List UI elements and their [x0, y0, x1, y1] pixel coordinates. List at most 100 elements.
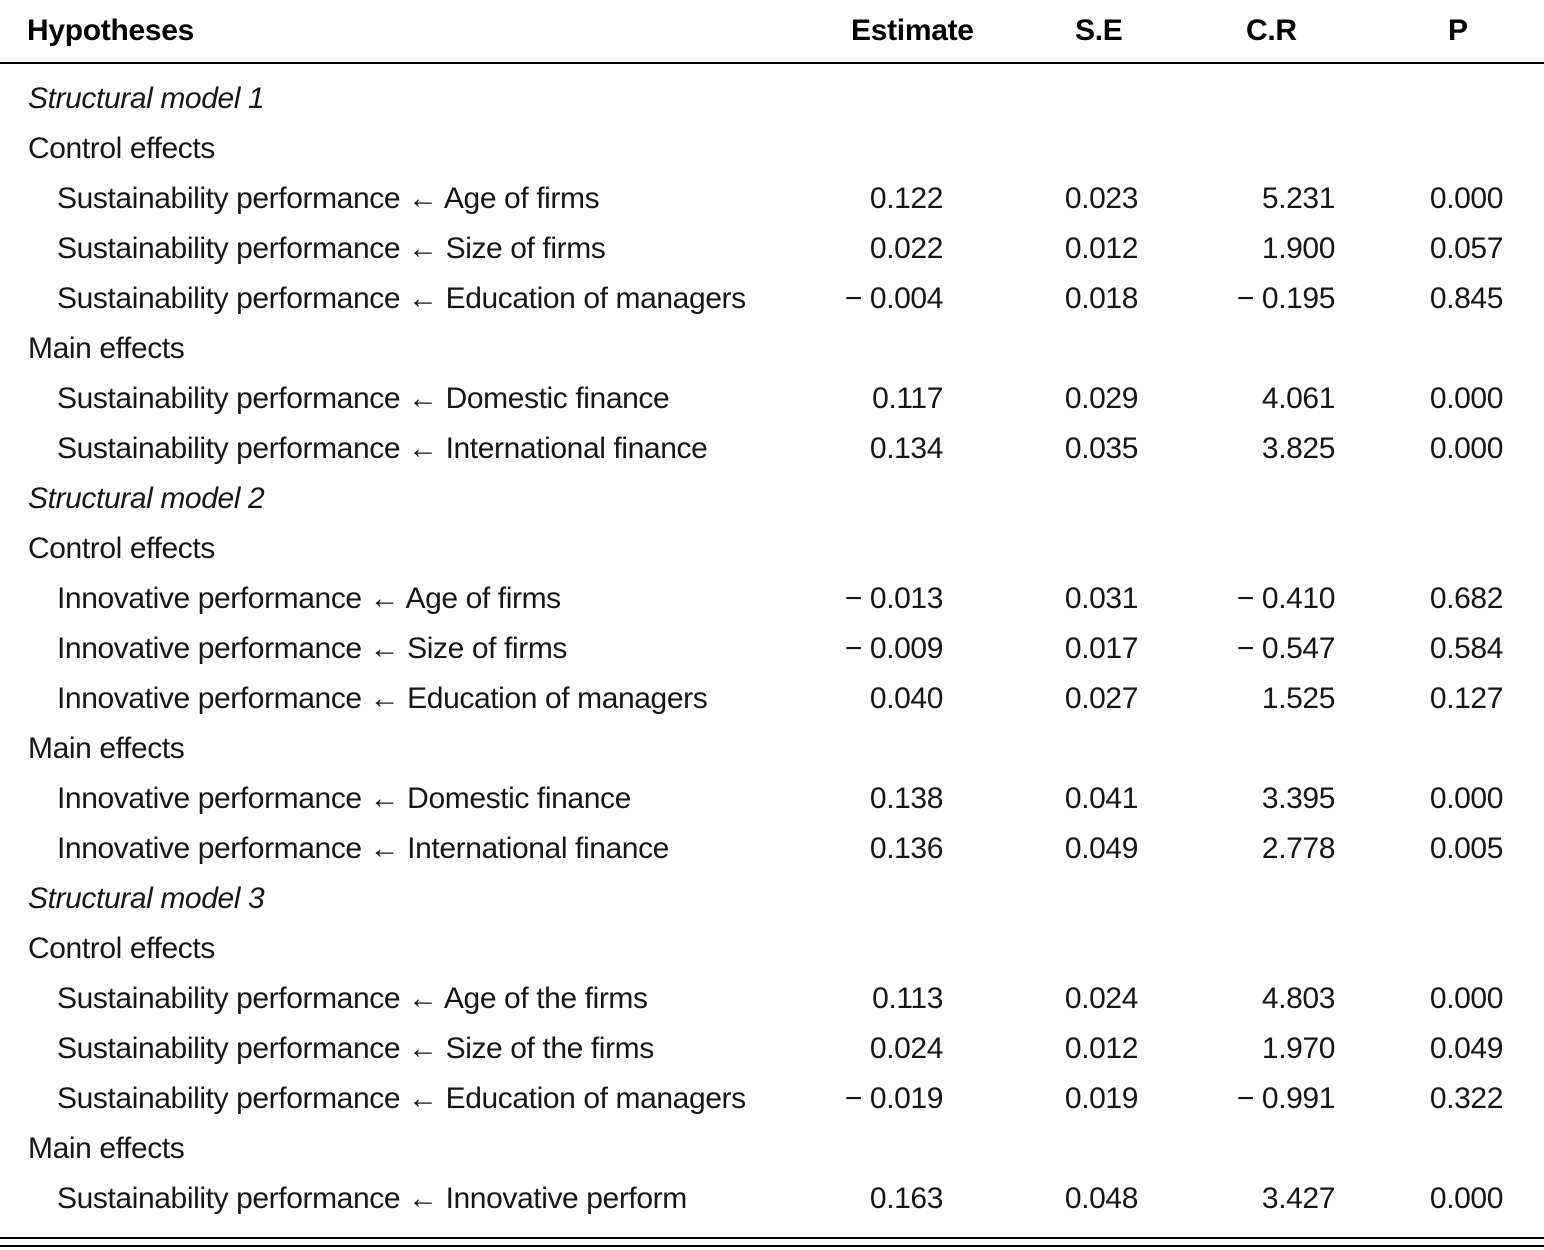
hypothesis-cell: Sustainability performance ← Education o… [57, 1082, 746, 1115]
estimate-cell: 0.122 [869, 182, 943, 215]
hypothesis-cell: Innovative performance ← Size of firms [57, 632, 568, 665]
se-cell: 0.012 [1064, 232, 1138, 265]
p-cell: 0.845 [1429, 282, 1503, 315]
estimate-cell: 0.040 [869, 682, 943, 715]
hypothesis-row: Innovative performance ← Age of firms − 0… [0, 574, 1544, 624]
se-cell: 0.031 [1064, 582, 1138, 615]
model-section-label: Structural model 3 [28, 882, 265, 915]
hypothesis-cell: Innovative performance ← Domestic financ… [57, 782, 631, 815]
se-cell: 0.048 [1064, 1182, 1138, 1215]
model-section-row: Structural model 2 [0, 474, 1544, 524]
hypothesis-row: Innovative performance ← International f… [0, 824, 1544, 874]
se-cell: 0.024 [1064, 982, 1138, 1015]
estimate-cell: 0.134 [869, 432, 943, 465]
estimate-cell: 0.117 [872, 382, 943, 415]
estimate-cell: 0.022 [869, 232, 943, 265]
effect-group-row: Control effects [0, 524, 1544, 574]
p-cell: 0.000 [1429, 782, 1503, 815]
estimate-cell: − 0.019 [844, 1082, 944, 1115]
hypothesis-row: Sustainability performance ← Age of the … [0, 974, 1544, 1024]
model-section-label: Structural model 1 [28, 82, 265, 115]
hypothesis-cell: Innovative performance ← International f… [57, 832, 669, 865]
estimate-cell: − 0.013 [844, 582, 944, 615]
column-header-p: P [1349, 0, 1544, 64]
effect-group-label: Control effects [28, 532, 215, 565]
effect-group-row: Main effects [0, 724, 1544, 774]
spacer-row [0, 63, 1544, 74]
se-cell: 0.035 [1064, 432, 1138, 465]
se-cell: 0.041 [1064, 782, 1138, 815]
hypothesis-cell: Sustainability performance ← Age of the … [57, 982, 648, 1015]
hypothesis-row: Sustainability performance ← Innovative … [0, 1174, 1544, 1224]
hypothesis-cell: Innovative performance ← Education of ma… [57, 682, 708, 715]
spacer-cell [0, 63, 1544, 74]
hypothesis-cell: Sustainability performance ← Innovative … [57, 1182, 687, 1215]
se-cell: 0.018 [1064, 282, 1138, 315]
cr-cell: − 0.991 [1236, 1082, 1336, 1115]
p-cell: 0.000 [1429, 1182, 1503, 1215]
p-cell: 0.049 [1429, 1032, 1503, 1065]
table-bottom-rule [0, 1245, 1544, 1247]
se-cell: 0.017 [1064, 632, 1138, 665]
hypothesis-row: Sustainability performance ← Size of the… [0, 1024, 1544, 1074]
se-cell: 0.023 [1064, 182, 1138, 215]
cr-cell: 3.825 [1261, 432, 1335, 465]
hypothesis-row: Sustainability performance ← Domestic fi… [0, 374, 1544, 424]
effect-group-label: Main effects [28, 732, 185, 765]
model-section-label: Structural model 2 [28, 482, 265, 515]
cr-cell: 3.427 [1261, 1182, 1335, 1215]
hypothesis-cell: Innovative performance ← Age of firms [57, 582, 561, 615]
p-cell: 0.000 [1429, 432, 1503, 465]
estimate-cell: − 0.009 [844, 632, 944, 665]
table-header: Hypotheses Estimate S.E C.R P [0, 0, 1544, 64]
effect-group-row: Main effects [0, 1124, 1544, 1174]
model-section-row: Structural model 3 [0, 874, 1544, 924]
estimate-cell: − 0.004 [844, 282, 944, 315]
cr-cell: 4.061 [1261, 382, 1335, 415]
cr-cell: 1.525 [1261, 682, 1335, 715]
table-body: Structural model 1 Control effects Sustain… [0, 63, 1544, 1238]
column-header-se: S.E [957, 0, 1152, 64]
se-cell: 0.012 [1064, 1032, 1138, 1065]
effect-group-row: Control effects [0, 124, 1544, 174]
p-cell: 0.005 [1429, 832, 1503, 865]
hypothesis-cell: Sustainability performance ← Size of the… [57, 1032, 654, 1065]
hypothesis-row: Sustainability performance ← Size of fir… [0, 224, 1544, 274]
p-cell: 0.322 [1429, 1082, 1503, 1115]
effect-group-label: Main effects [28, 1132, 185, 1165]
cr-cell: 5.231 [1261, 182, 1335, 215]
hypothesis-row: Innovative performance ← Education of ma… [0, 674, 1544, 724]
hypothesis-row: Sustainability performance ← Education o… [0, 1074, 1544, 1124]
hypothesis-cell: Sustainability performance ← Education o… [57, 282, 746, 315]
spacer-cell [0, 1224, 1544, 1238]
header-row: Hypotheses Estimate S.E C.R P [0, 0, 1544, 64]
effect-group-label: Control effects [28, 932, 215, 965]
cr-cell: 3.395 [1261, 782, 1335, 815]
column-header-hypotheses: Hypotheses [0, 0, 800, 64]
se-cell: 0.027 [1064, 682, 1138, 715]
cr-cell: 1.970 [1261, 1032, 1335, 1065]
p-cell: 0.000 [1429, 182, 1503, 215]
cr-cell: 1.900 [1261, 232, 1335, 265]
estimate-cell: 0.163 [869, 1182, 943, 1215]
estimate-cell: 0.138 [869, 782, 943, 815]
hypothesis-row: Sustainability performance ← Internation… [0, 424, 1544, 474]
hypothesis-row: Innovative performance ← Size of firms − … [0, 624, 1544, 674]
p-cell: 0.127 [1429, 682, 1503, 715]
p-cell: 0.000 [1429, 982, 1503, 1015]
column-header-cr: C.R [1152, 0, 1349, 64]
cr-cell: 4.803 [1261, 982, 1335, 1015]
p-cell: 0.682 [1429, 582, 1503, 615]
effect-group-label: Main effects [28, 332, 185, 365]
hypothesis-cell: Sustainability performance ← Internation… [57, 432, 708, 465]
hypothesis-cell: Sustainability performance ← Age of firm… [57, 182, 600, 215]
spacer-row [0, 1224, 1544, 1238]
se-cell: 0.049 [1064, 832, 1138, 865]
model-section-row: Structural model 1 [0, 74, 1544, 124]
hypothesis-cell: Sustainability performance ← Domestic fi… [57, 382, 670, 415]
estimate-cell: 0.024 [869, 1032, 943, 1065]
column-header-estimate: Estimate [800, 0, 974, 64]
se-cell: 0.029 [1064, 382, 1138, 415]
